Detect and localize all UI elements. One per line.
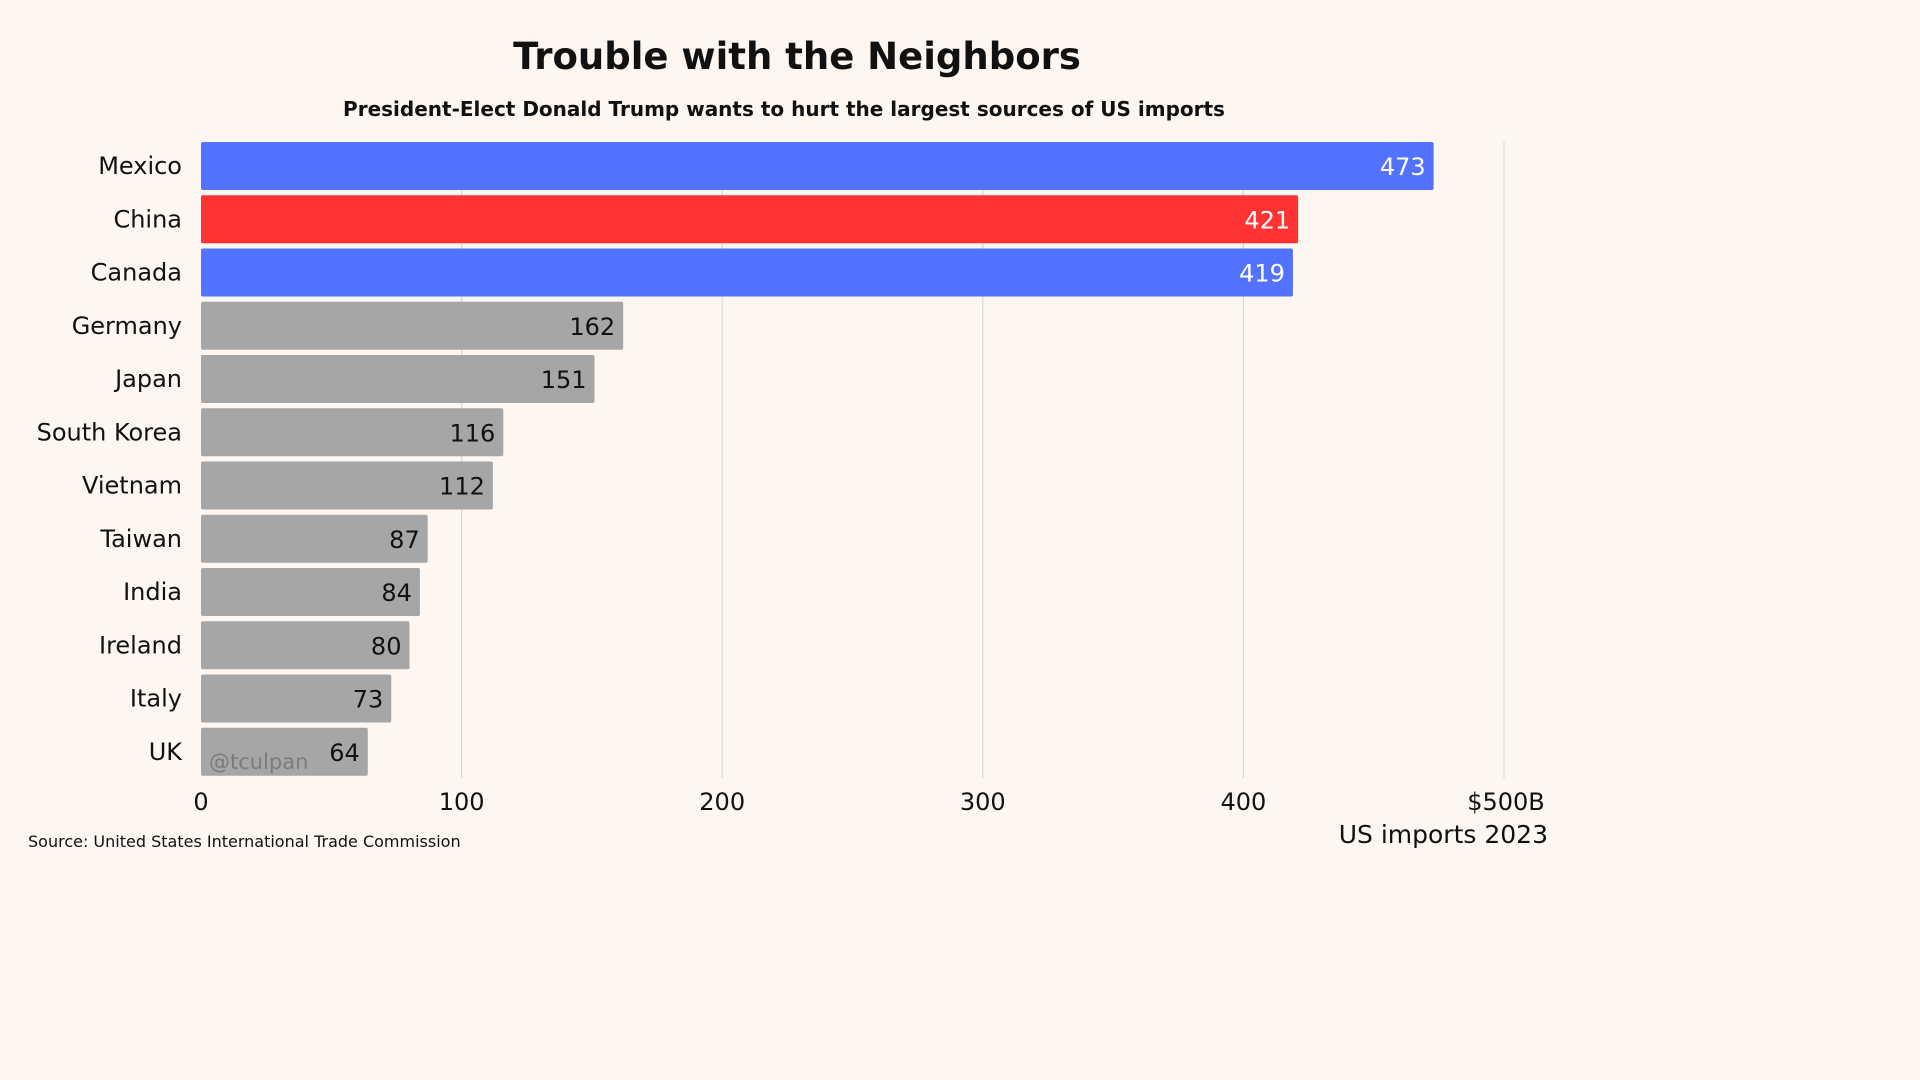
data-label: 84 [381, 579, 412, 607]
bar-india [201, 568, 420, 616]
category-label: South Korea [37, 418, 182, 446]
category-label: Ireland [99, 631, 182, 659]
category-label: Japan [113, 365, 182, 393]
bar-germany [201, 301, 624, 350]
bar-canada [201, 248, 1293, 297]
x-axis-title: US imports 2023 [1338, 820, 1548, 849]
data-label: 419 [1239, 260, 1285, 288]
data-label: 112 [439, 473, 485, 501]
x-tick-label: 200 [699, 788, 745, 816]
bar-vietnam [201, 461, 493, 510]
bar-china [201, 195, 1299, 244]
x-tick-label: $500B [1467, 788, 1545, 816]
x-tick-label: 400 [1220, 788, 1266, 816]
data-label: 162 [569, 313, 615, 341]
x-tick-label: 100 [439, 788, 485, 816]
x-axis-ticks: 0 100 200 300 400 $500B [193, 788, 1544, 816]
bar-uk [201, 727, 368, 776]
category-labels: Mexico China Canada Germany Japan South Korea… [37, 152, 184, 766]
bar-ireland [201, 621, 410, 670]
data-label: 116 [449, 419, 495, 447]
x-tick-label: 300 [960, 788, 1006, 816]
category-label: China [113, 205, 182, 233]
gridlines [461, 142, 1505, 778]
category-label: Mexico [98, 152, 182, 180]
bar-taiwan [201, 514, 428, 563]
category-label: Taiwan [99, 525, 182, 553]
chart-title: Trouble with the Neighbors [513, 35, 1081, 78]
bar-japan [201, 355, 595, 403]
x-tick-label: 0 [193, 788, 208, 816]
data-label: 473 [1380, 153, 1426, 181]
data-label: 151 [541, 366, 587, 394]
data-label: 421 [1244, 206, 1290, 234]
category-label: UK [149, 738, 184, 766]
category-label: Canada [91, 259, 182, 287]
bar-south-korea [201, 408, 504, 457]
data-label: 64 [329, 739, 360, 767]
bars: 473 421 419 162 151 116 112 87 84 80 73 64 [201, 142, 1434, 776]
data-label: 80 [371, 632, 402, 660]
watermark: @tculpan [209, 750, 308, 774]
bar-mexico [201, 142, 1434, 190]
bar-chart: 473 421 419 162 151 116 112 87 84 80 73 64 Mexico Ch… [37, 142, 1545, 816]
data-label: 73 [353, 686, 384, 714]
bar-italy [201, 674, 392, 723]
category-label: Italy [130, 685, 182, 713]
category-label: India [123, 578, 182, 606]
source-note: Source: United States International Trad… [28, 832, 461, 851]
chart-subtitle: President-Elect Donald Trump wants to hu… [343, 97, 1225, 121]
category-label: Vietnam [82, 472, 182, 500]
data-label: 87 [389, 526, 420, 554]
category-label: Germany [72, 312, 182, 340]
